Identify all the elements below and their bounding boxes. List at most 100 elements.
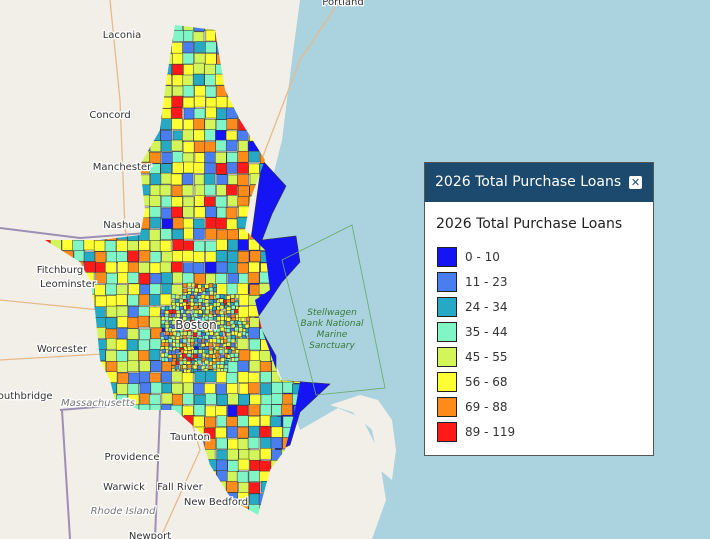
tract bbox=[95, 271, 108, 284]
tract bbox=[150, 173, 162, 185]
tract bbox=[226, 218, 238, 231]
tract bbox=[204, 295, 210, 300]
tract bbox=[292, 337, 300, 350]
tract bbox=[172, 354, 177, 359]
tract bbox=[164, 305, 170, 311]
tract bbox=[249, 493, 261, 506]
tract bbox=[215, 383, 228, 396]
tract bbox=[237, 251, 250, 263]
tract bbox=[304, 197, 315, 208]
tract bbox=[149, 216, 162, 229]
tract bbox=[183, 382, 195, 395]
tract bbox=[226, 337, 232, 343]
tract bbox=[259, 404, 272, 416]
tract bbox=[174, 349, 180, 354]
tract bbox=[182, 52, 195, 65]
tract bbox=[204, 416, 216, 429]
tract bbox=[94, 317, 107, 329]
tract bbox=[167, 338, 173, 343]
tract bbox=[226, 162, 239, 174]
legend-swatch bbox=[437, 421, 457, 442]
tract bbox=[304, 285, 315, 296]
tract bbox=[282, 195, 294, 208]
tract bbox=[105, 283, 117, 296]
tract bbox=[293, 163, 300, 175]
tract bbox=[205, 41, 217, 54]
tract bbox=[182, 364, 187, 369]
tract bbox=[237, 150, 249, 163]
tract bbox=[182, 262, 195, 275]
tract bbox=[149, 195, 161, 207]
tract bbox=[205, 240, 217, 253]
tract bbox=[226, 118, 239, 130]
tract bbox=[149, 316, 161, 329]
tract bbox=[293, 129, 300, 141]
tract bbox=[209, 299, 214, 304]
place-label: New Bedford bbox=[184, 497, 248, 508]
tract bbox=[192, 353, 198, 359]
tract bbox=[105, 350, 118, 362]
tract bbox=[259, 361, 272, 373]
tract bbox=[127, 262, 140, 274]
tract bbox=[225, 207, 238, 219]
tract bbox=[215, 163, 228, 175]
tract bbox=[160, 309, 165, 315]
tract bbox=[159, 261, 172, 274]
tract bbox=[193, 129, 205, 142]
tract bbox=[215, 294, 221, 299]
tract bbox=[271, 426, 283, 439]
legend-item: 11 - 23 bbox=[437, 269, 653, 294]
tract bbox=[271, 295, 283, 307]
tract bbox=[215, 129, 227, 142]
tract bbox=[248, 470, 261, 482]
legend-item: 35 - 44 bbox=[437, 319, 653, 344]
tract bbox=[237, 239, 250, 251]
tract bbox=[171, 185, 184, 197]
tract bbox=[225, 328, 231, 333]
tract bbox=[193, 404, 206, 416]
tract bbox=[182, 393, 194, 405]
place-label: Portland bbox=[322, 0, 363, 8]
tract bbox=[171, 250, 184, 262]
tract bbox=[193, 53, 206, 65]
tract bbox=[172, 161, 184, 174]
tract bbox=[205, 217, 217, 229]
close-button[interactable]: ✕ bbox=[629, 176, 642, 189]
tract bbox=[280, 338, 293, 350]
tract bbox=[172, 30, 185, 42]
tract bbox=[292, 173, 300, 186]
legend-swatch bbox=[437, 321, 457, 342]
tract bbox=[149, 184, 162, 197]
tract bbox=[160, 172, 173, 185]
tract bbox=[234, 326, 239, 332]
tract bbox=[280, 207, 293, 220]
tract bbox=[214, 352, 220, 358]
tract bbox=[236, 338, 249, 350]
tract bbox=[116, 251, 128, 263]
tract bbox=[282, 393, 294, 406]
tract bbox=[238, 140, 250, 152]
tract bbox=[138, 272, 151, 285]
tract bbox=[216, 338, 221, 344]
tract bbox=[247, 372, 260, 384]
tract bbox=[237, 185, 250, 198]
tract bbox=[269, 327, 282, 340]
tract bbox=[293, 95, 300, 108]
tract bbox=[260, 394, 273, 406]
tract bbox=[215, 151, 227, 164]
tract bbox=[215, 371, 228, 383]
tract bbox=[208, 342, 213, 348]
tract bbox=[303, 107, 314, 118]
tract bbox=[116, 361, 129, 373]
tract bbox=[304, 163, 315, 174]
tract bbox=[181, 173, 194, 185]
tract bbox=[304, 185, 315, 196]
tract bbox=[216, 283, 228, 295]
tract bbox=[226, 151, 239, 164]
tract bbox=[183, 227, 195, 240]
tract bbox=[116, 305, 129, 318]
tract bbox=[194, 394, 206, 407]
tract bbox=[193, 240, 205, 253]
tract bbox=[185, 319, 191, 325]
